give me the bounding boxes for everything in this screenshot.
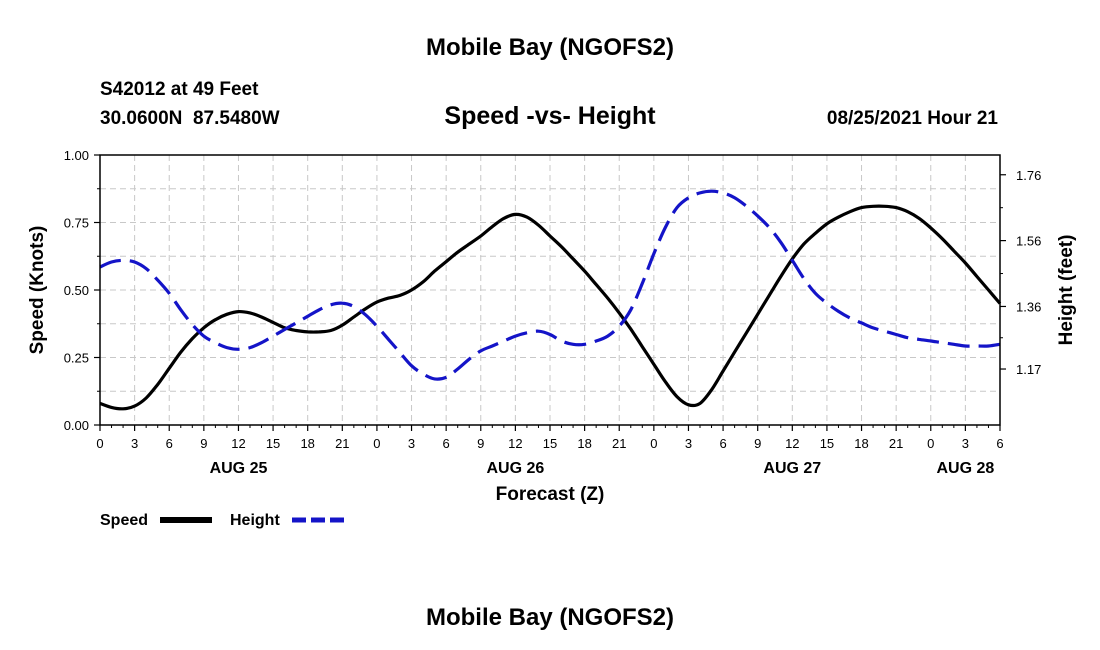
axes: 0 3 6 9 12 15 18 21 0 3 6 9 12 15 18 21 0 3 6 9 12 15 18 21 0 3 6A… <box>64 148 1042 477</box>
x-tick-label: 9 <box>200 436 207 451</box>
station-label: S42012 at 49 Feet <box>100 79 259 100</box>
x-tick-label: 18 <box>300 436 314 451</box>
coordinates-label: 30.0600N 87.5480W <box>100 108 280 129</box>
x-tick-label: 12 <box>508 436 522 451</box>
y-tick-label: 0.00 <box>64 418 89 433</box>
y-tick-label: 0.75 <box>64 216 89 231</box>
x-tick-label: 18 <box>854 436 868 451</box>
y2-tick-label: 1.76 <box>1016 168 1041 183</box>
x-tick-label: 3 <box>131 436 138 451</box>
footer-title: Mobile Bay (NGOFS2) <box>426 604 674 631</box>
x-tick-label: 9 <box>754 436 761 451</box>
date-label: AUG 27 <box>763 460 821 477</box>
x-tick-label: 6 <box>166 436 173 451</box>
y-tick-label: 0.25 <box>64 351 89 366</box>
y-tick-label: 1.00 <box>64 148 89 163</box>
legend: Speed Height <box>100 512 344 529</box>
x-tick-label: 21 <box>889 436 903 451</box>
x-tick-label: 12 <box>231 436 245 451</box>
x-tick-label: 15 <box>543 436 557 451</box>
legend-speed-label: Speed <box>100 512 148 529</box>
legend-height-label: Height <box>230 512 280 529</box>
y2-tick-label: 1.17 <box>1016 362 1041 377</box>
y-tick-label: 0.50 <box>64 283 89 298</box>
x-tick-label: 15 <box>266 436 280 451</box>
x-tick-label: 3 <box>962 436 969 451</box>
x-tick-label: 0 <box>96 436 103 451</box>
forecast-datetime: 08/25/2021 Hour 21 <box>827 108 999 129</box>
series-line-height <box>99 189 1001 381</box>
chart-subtitle: Speed -vs- Height <box>444 102 656 130</box>
y2-tick-label: 1.56 <box>1016 234 1041 249</box>
x-tick-label: 6 <box>996 436 1003 451</box>
x-tick-label: 3 <box>685 436 692 451</box>
x-tick-label: 3 <box>408 436 415 451</box>
x-tick-label: 15 <box>820 436 834 451</box>
x-axis-label: Forecast (Z) <box>496 484 605 505</box>
grid-lines <box>100 155 1000 425</box>
x-tick-label: 9 <box>477 436 484 451</box>
date-label: AUG 25 <box>210 460 268 477</box>
x-tick-label: 6 <box>719 436 726 451</box>
series-layer <box>99 189 1002 411</box>
chart-title: Mobile Bay (NGOFS2) <box>426 34 674 61</box>
x-tick-label: 18 <box>577 436 591 451</box>
date-label: AUG 28 <box>936 460 994 477</box>
x-tick-label: 21 <box>612 436 626 451</box>
x-tick-label: 6 <box>443 436 450 451</box>
y-axis-label: Speed (Knots) <box>27 226 48 355</box>
x-tick-label: 21 <box>335 436 349 451</box>
date-label: AUG 26 <box>486 460 544 477</box>
x-tick-label: 0 <box>373 436 380 451</box>
x-tick-label: 0 <box>650 436 657 451</box>
series-line-speed <box>99 204 1002 411</box>
y2-axis-label: Height (feet) <box>1056 235 1077 346</box>
y2-tick-label: 1.36 <box>1016 299 1041 314</box>
x-tick-label: 0 <box>927 436 934 451</box>
x-tick-label: 12 <box>785 436 799 451</box>
